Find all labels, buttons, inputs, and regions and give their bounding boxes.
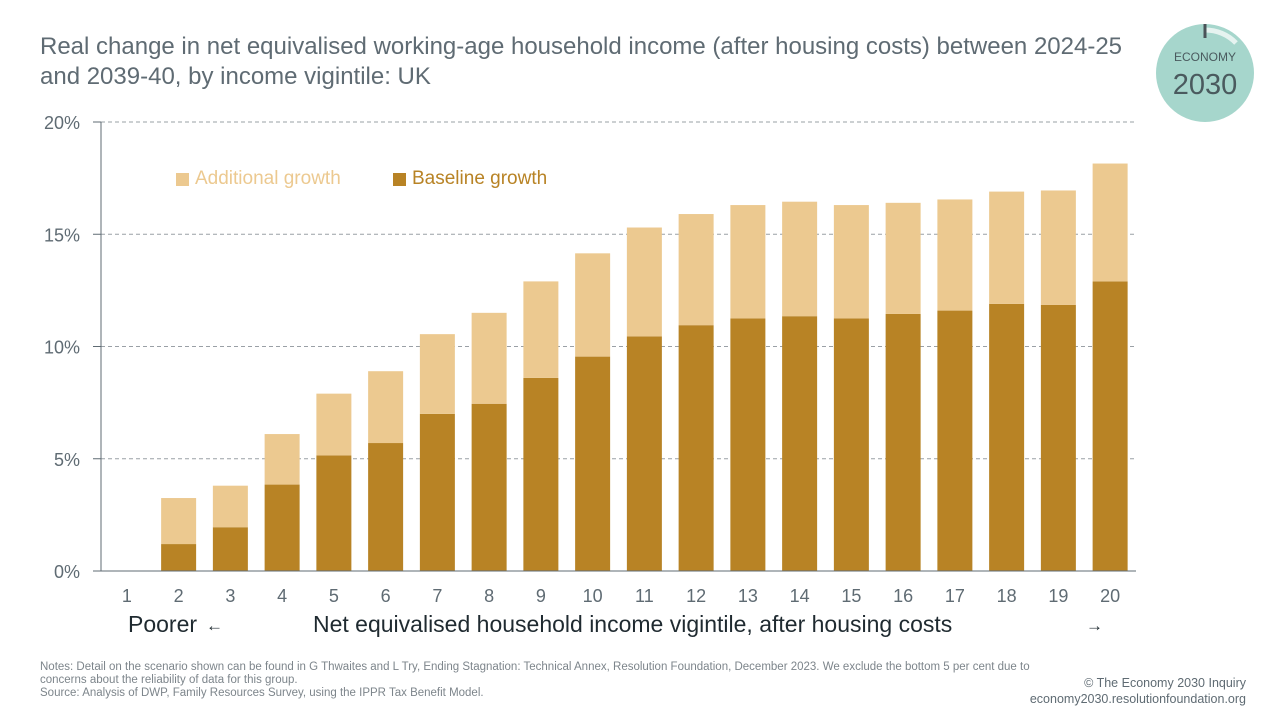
y-tick-label: 5%: [54, 450, 80, 470]
x-tick-label: 16: [893, 586, 913, 606]
legend-label-additional: Additional growth: [195, 168, 341, 189]
bar-baseline-13: [730, 318, 766, 571]
bar-additional-16: [885, 202, 921, 314]
notes-text: Notes: Detail on the scenario shown can …: [40, 661, 1030, 686]
bar-baseline-12: [678, 325, 714, 571]
source-text: Source: Analysis of DWP, Family Resource…: [40, 687, 484, 699]
legend: Additional growth Baseline growth: [176, 168, 547, 189]
y-tick-label: 20%: [44, 113, 80, 133]
bar-baseline-2: [161, 544, 197, 571]
bar-baseline-19: [1040, 304, 1076, 571]
bar-additional-11: [626, 227, 662, 337]
bar-additional-5: [316, 393, 352, 456]
x-tick-label: 7: [432, 586, 442, 606]
x-tick-label: 13: [738, 586, 758, 606]
bar-additional-17: [937, 199, 973, 311]
x-tick-label: 10: [583, 586, 603, 606]
logo-top-text: ECONOMY: [1174, 50, 1236, 64]
bar-additional-20: [1092, 163, 1128, 282]
economy-2030-logo: ECONOMY 2030: [1156, 24, 1254, 122]
bar-additional-2: [161, 498, 197, 545]
logo-bottom-text: 2030: [1173, 69, 1238, 101]
bar-additional-19: [1040, 190, 1076, 305]
bar-additional-10: [575, 253, 611, 357]
legend-label-baseline: Baseline growth: [412, 168, 547, 189]
bars: [161, 163, 1128, 571]
chart-title: Real change in net equivalised working-a…: [40, 33, 1123, 90]
x-tick-label: 4: [277, 586, 287, 606]
gridlines: [93, 121, 1136, 572]
logo-circle: [1156, 24, 1254, 122]
legend-swatch-baseline: [393, 173, 406, 186]
bar-baseline-9: [523, 377, 559, 571]
y-tick-label: 0%: [54, 562, 80, 582]
footnotes: Notes: Detail on the scenario shown can …: [40, 661, 1050, 700]
bar-baseline-16: [885, 313, 921, 571]
x-axis-label: Net equivalised household income viginti…: [313, 611, 952, 637]
bar-additional-9: [523, 281, 559, 378]
bar-baseline-14: [782, 316, 818, 571]
bar-baseline-5: [316, 455, 352, 571]
bar-baseline-6: [368, 443, 404, 571]
x-tick-label: 20: [1100, 586, 1120, 606]
bar-additional-15: [833, 205, 869, 319]
x-tick-label: 17: [945, 586, 965, 606]
legend-swatch-additional: [176, 173, 189, 186]
bar-baseline-11: [626, 336, 662, 571]
bar-additional-14: [782, 201, 818, 317]
x-tick-label: 1: [122, 586, 132, 606]
bar-additional-6: [368, 371, 404, 444]
x-tick-label: 9: [536, 586, 546, 606]
bar-additional-18: [989, 191, 1025, 304]
bar-baseline-15: [833, 318, 869, 571]
axes: 0%5%10%15%20%1 2 3 4 5 6 7 8 9 10 11 12 13 14 15 16 17 18…: [44, 113, 1136, 606]
x-tick-label: 5: [329, 586, 339, 606]
bar-additional-4: [264, 434, 300, 485]
bar-baseline-18: [989, 303, 1025, 571]
bar-additional-12: [678, 214, 714, 326]
x-tick-label: 14: [790, 586, 810, 606]
x-right-arrow: →: [1086, 616, 1103, 635]
x-tick-label: 2: [174, 586, 184, 606]
x-tick-label: 6: [381, 586, 391, 606]
x-left-arrow: ←: [206, 616, 223, 635]
x-tick-label: 12: [686, 586, 706, 606]
copyright-text: © The Economy 2030 Inquiry: [1084, 676, 1246, 690]
x-tick-label: 19: [1048, 586, 1068, 606]
logo-tick: [1203, 24, 1207, 38]
logo-ring-highlight: [1204, 27, 1238, 45]
bar-baseline-17: [937, 310, 973, 571]
bar-chart: 0%5%10%15%20%1 2 3 4 5 6 7 8 9 10 11 12 13 14 15 16 17 18…: [44, 113, 1136, 637]
credits: © The Economy 2030 Inquiry economy2030.r…: [1030, 675, 1246, 707]
bar-baseline-4: [264, 484, 300, 571]
bar-baseline-7: [419, 413, 455, 571]
y-tick-label: 10%: [44, 338, 80, 358]
bar-additional-3: [212, 485, 248, 528]
bar-baseline-10: [575, 356, 611, 571]
bar-baseline-8: [471, 403, 507, 571]
x-tick-label: 8: [484, 586, 494, 606]
x-tick-label: 15: [841, 586, 861, 606]
bar-additional-8: [471, 312, 507, 404]
bar-baseline-3: [212, 527, 248, 571]
x-tick-label: 18: [997, 586, 1017, 606]
x-tick-label: 3: [225, 586, 235, 606]
x-left-label: Poorer: [128, 611, 197, 637]
bar-baseline-20: [1092, 281, 1128, 571]
x-tick-label: 11: [635, 586, 654, 606]
y-tick-label: 15%: [44, 225, 80, 245]
site-url[interactable]: economy2030.resolutionfoundation.org: [1029, 692, 1246, 706]
bar-additional-13: [730, 205, 766, 319]
bar-additional-7: [419, 334, 455, 414]
